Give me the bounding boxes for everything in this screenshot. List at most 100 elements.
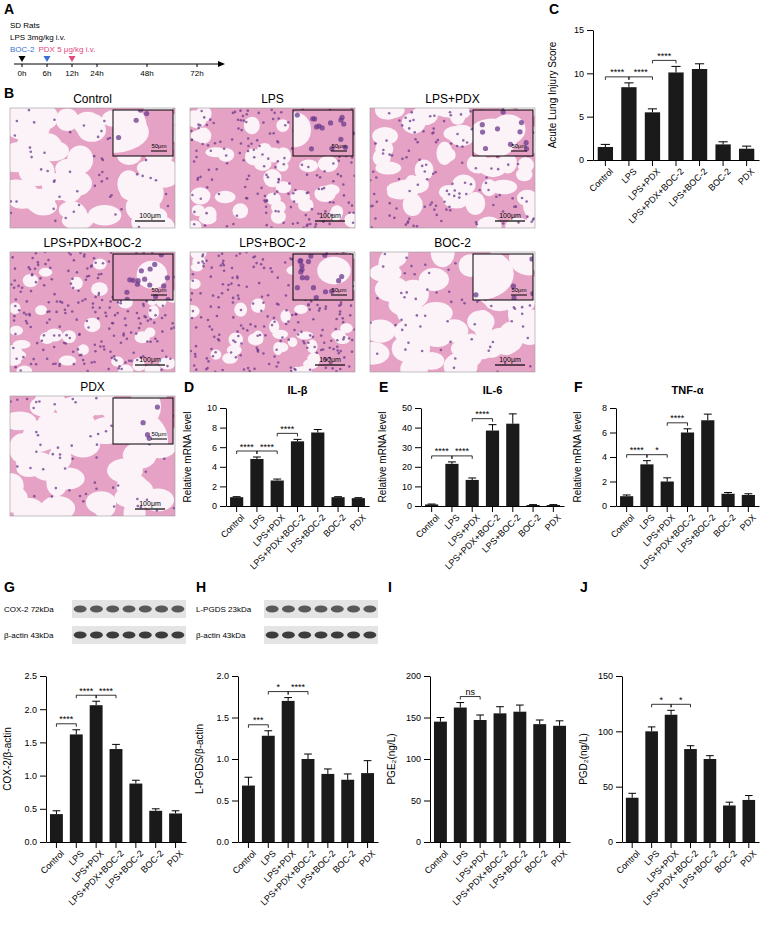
nucleus <box>318 309 321 312</box>
nucleus <box>249 323 252 326</box>
nucleus <box>29 467 32 470</box>
nucleus <box>405 257 408 260</box>
nucleus <box>350 304 353 307</box>
significance-label: **** <box>634 67 649 77</box>
nucleus <box>449 111 452 114</box>
nucleus <box>240 119 243 122</box>
alveolus <box>431 252 455 267</box>
chart-panel: DIL-β0246810ControlLPSLPS+PDXLPS+PDX+BOC… <box>182 379 370 572</box>
nucleus <box>190 130 193 133</box>
nucleus <box>336 349 339 352</box>
alveolus <box>509 254 533 275</box>
tick-mark <box>220 506 226 507</box>
nucleus <box>14 267 17 270</box>
error-bar <box>448 462 456 464</box>
nucleus <box>82 500 85 503</box>
y-axis-label: Relative mRNA level <box>182 411 193 502</box>
alveolus <box>191 263 203 271</box>
nucleus <box>114 213 117 216</box>
x-tick: BOC-2 <box>711 506 738 539</box>
nucleus <box>319 176 322 179</box>
y-tick: 40 <box>402 423 421 433</box>
nucleus <box>97 277 100 280</box>
nucleus <box>95 487 98 490</box>
nucleus <box>138 317 141 320</box>
nucleus <box>453 195 456 198</box>
nucleus <box>35 281 38 284</box>
inset-frame <box>473 110 533 156</box>
nucleus <box>54 363 57 366</box>
nucleus <box>226 162 229 165</box>
nucleus <box>283 157 286 160</box>
nucleus <box>49 267 52 270</box>
nucleus <box>10 212 12 215</box>
error-bar <box>304 754 312 759</box>
scale-bar <box>315 364 345 365</box>
nucleus <box>68 252 71 254</box>
y-tick: 20 <box>402 462 421 472</box>
error-bar <box>509 414 517 424</box>
tissue-background <box>10 252 175 372</box>
nucleus <box>469 110 472 113</box>
tick-mark <box>40 842 46 843</box>
nucleus <box>113 505 116 508</box>
alveolus <box>232 203 248 218</box>
tick-label: BOC-2 <box>321 512 348 539</box>
nucleus <box>219 264 222 267</box>
nucleus <box>41 339 44 342</box>
blot-band <box>347 632 360 639</box>
nucleus <box>105 430 108 433</box>
error-cap <box>695 63 704 64</box>
nucleus <box>282 163 285 166</box>
nucleus <box>71 310 74 313</box>
tick-mark <box>728 506 729 512</box>
nucleus <box>142 277 147 282</box>
nucleus <box>35 431 38 434</box>
alveolus <box>490 180 517 195</box>
significance-label: **** <box>455 446 470 456</box>
error-bar <box>344 774 352 780</box>
alveolus <box>499 333 522 352</box>
nucleus <box>458 192 461 195</box>
nucleus <box>59 453 62 456</box>
tick-mark <box>587 160 593 161</box>
tick-label: 2.5 <box>24 671 37 681</box>
alveolus <box>473 254 514 300</box>
nucleus <box>410 111 413 114</box>
alveolus <box>56 108 79 130</box>
bar <box>230 497 243 506</box>
nucleus <box>272 118 275 121</box>
nucleus <box>440 349 443 352</box>
nucleus <box>269 267 272 270</box>
tick-label: 10 <box>574 69 584 79</box>
nucleus <box>222 283 225 286</box>
nucleus <box>253 148 256 151</box>
tick-mark <box>220 486 226 487</box>
nucleus <box>325 367 328 370</box>
nucleus <box>77 289 80 292</box>
nucleus <box>274 166 277 169</box>
blot-band <box>282 606 295 613</box>
nucleus <box>22 356 25 359</box>
nucleus <box>58 195 61 198</box>
nucleus <box>388 214 391 217</box>
inset-tissue <box>293 254 353 300</box>
nucleus <box>73 259 76 262</box>
nucleus <box>195 149 198 152</box>
error-bar <box>529 504 537 505</box>
tick-label: LPS+BOC-2 <box>285 512 327 554</box>
nucleus <box>35 401 38 404</box>
nucleus <box>69 131 72 134</box>
error-cap <box>719 141 728 142</box>
inset-scale-label: 50μm <box>151 287 166 293</box>
nucleus <box>145 159 148 162</box>
nucleus <box>215 168 218 171</box>
plot-area: 051015ControlLPSLPS+PDXLPS+PDX+BOC-2LPS+… <box>547 25 760 225</box>
nucleus <box>160 368 163 371</box>
nucleus <box>235 356 238 359</box>
tick-mark <box>605 160 606 166</box>
nucleus <box>31 274 34 277</box>
bars <box>50 701 182 842</box>
alveolus <box>86 491 116 513</box>
tick-label: PDX <box>736 166 756 186</box>
